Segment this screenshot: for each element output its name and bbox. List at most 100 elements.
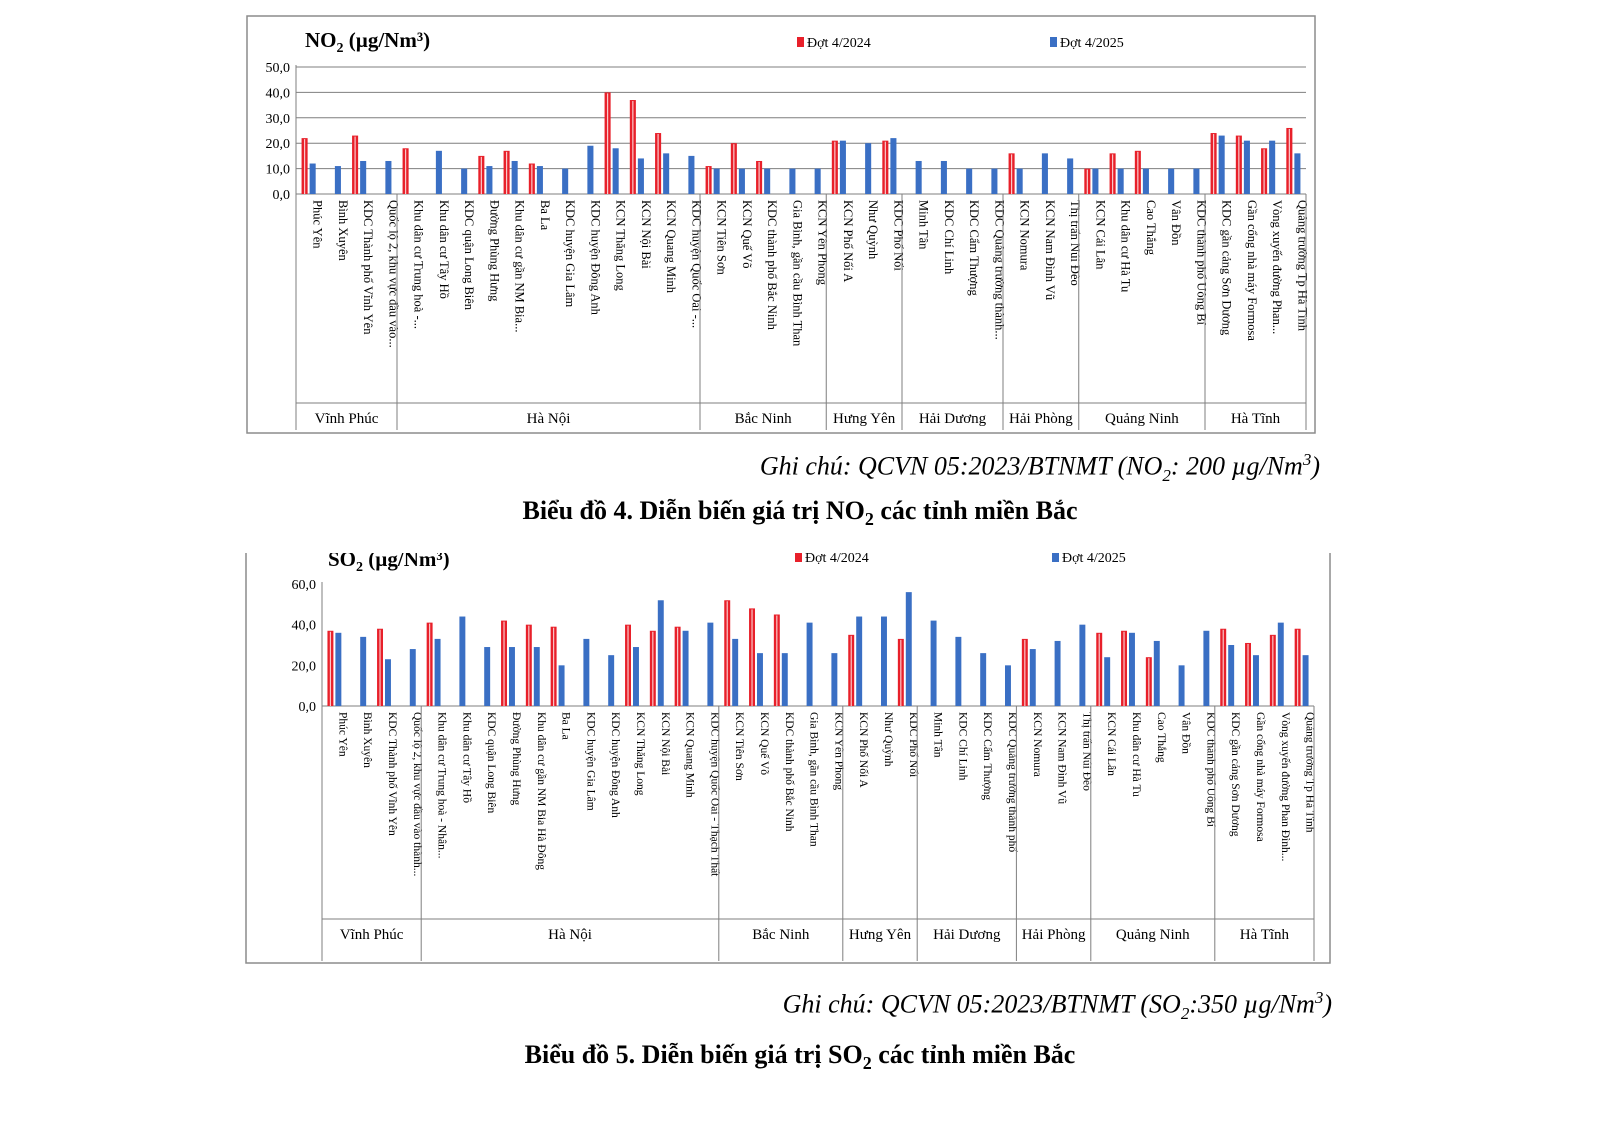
bar-2024-highlight	[429, 623, 431, 706]
bar-2025	[334, 166, 341, 194]
bar-2025	[1277, 622, 1284, 706]
bar-2025	[663, 153, 670, 194]
bar-2024-highlight	[480, 156, 482, 194]
bar-2024-highlight	[726, 601, 728, 706]
y-tick-label: 0,0	[299, 700, 317, 715]
bar-2024-highlight	[528, 625, 530, 706]
bar-2025	[1092, 168, 1099, 194]
category-label: KDC Quảng trường thành phố	[1006, 712, 1019, 852]
bar-2024-highlight	[1297, 629, 1299, 706]
bar-2024-highlight	[1263, 149, 1265, 194]
bar-2024-highlight	[834, 141, 836, 194]
bar-2025	[1054, 640, 1061, 706]
y-tick-label: 40,0	[292, 619, 317, 634]
so2-note: Ghi chú: QCVN 05:2023/BTNMT (SO2:350 µg/…	[782, 988, 1332, 1023]
category-label: KCN Quang Minh	[664, 200, 678, 294]
category-label: KCN Quế Võ	[758, 712, 771, 775]
category-label: Thị trấn Núi Đèo	[1080, 712, 1093, 791]
category-label: Như Quỳnh	[866, 200, 880, 260]
category-label: KDC gần cảng Sơn Dương	[1229, 712, 1242, 837]
bar-2025	[991, 168, 998, 194]
category-label: Như Quỳnh	[882, 712, 894, 767]
category-label: Khu dân cư gần NM Bia Hà Đông	[535, 712, 548, 870]
group-label: Vĩnh Phúc	[340, 927, 404, 943]
bar-2024-highlight	[1148, 658, 1150, 706]
bar-2024-highlight	[1222, 629, 1224, 706]
bar-2025	[385, 659, 391, 706]
bar-2025	[1243, 140, 1250, 194]
category-label: Vân Đồn	[1180, 712, 1193, 754]
no2-chart: NO2 (µg/Nm³) Đợt 4/2024 Đợt 4/2025 0,0 10,0 2…	[246, 15, 1316, 434]
bar-2024-highlight	[503, 621, 505, 706]
bar-2025	[637, 158, 644, 194]
bar-2025	[1253, 655, 1259, 706]
bar-2025	[814, 168, 821, 194]
legend-swatch-2024	[795, 553, 802, 562]
group-label: Hà Nội	[527, 411, 571, 427]
category-label: Đường Phùng Hưng	[487, 200, 501, 302]
bar-2025	[335, 632, 342, 706]
group-label: Hưng Yên	[849, 927, 912, 943]
y-tick-label: 30,0	[266, 112, 291, 127]
bar-2025	[633, 647, 639, 706]
bar-2025	[1117, 168, 1124, 194]
bar-2025	[1302, 655, 1309, 706]
no2-note: Ghi chú: QCVN 05:2023/BTNMT (NO2: 200 µg…	[759, 450, 1320, 485]
so2-caption: Biểu đồ 5. Diễn biến giá trị SO2 các tỉn…	[524, 1040, 1076, 1074]
bar-2024-highlight	[900, 639, 902, 706]
bar-2025	[980, 653, 987, 706]
category-label: KDC Phố Nối	[907, 712, 920, 777]
category-label: Ba La	[538, 200, 552, 231]
category-label: KCN Nội Bài	[659, 712, 671, 775]
bar-2024-highlight	[553, 627, 555, 706]
bar-2024-highlight	[707, 167, 710, 194]
bar-2024-highlight	[652, 631, 654, 706]
legend-label-2025: Đợt 4/2025	[1062, 553, 1126, 566]
bar-2025	[688, 155, 695, 194]
category-label: Khu dân cư Trung hoà - Nhân...	[436, 712, 448, 859]
bar-2025	[409, 649, 416, 706]
category-label: KDC quận Long Biên	[485, 712, 497, 814]
chart-title: NO2 (µg/Nm³)	[305, 28, 430, 56]
category-label: Khu dân cư Trung hoà -...	[412, 200, 426, 329]
bar-2025	[360, 160, 367, 194]
bar-2025	[865, 143, 872, 194]
bar-2025	[536, 166, 543, 194]
category-label: KCN Yên Phong	[832, 712, 844, 790]
y-tick-label: 60,0	[292, 578, 317, 593]
bar-2024-highlight	[627, 625, 629, 706]
category-label: Quảng trường Tp Hà Tĩnh	[1295, 200, 1309, 332]
bar-2025	[915, 160, 922, 194]
bar-2025	[940, 160, 947, 194]
bar-2025	[1218, 135, 1225, 194]
bar-2025	[461, 168, 468, 194]
bar-2025	[1203, 630, 1210, 706]
category-label: KDC huyện Đông Anh	[609, 712, 621, 818]
bar-2025	[360, 636, 367, 706]
bar-2025	[1142, 168, 1149, 194]
category-label: KDC gần cảng Sơn Dương	[1220, 200, 1234, 336]
bar-2024-highlight	[531, 164, 533, 194]
bar-2024-highlight	[677, 627, 679, 706]
category-label: Phúc Yên	[311, 200, 325, 249]
group-label: Quảng Ninh	[1116, 927, 1190, 943]
category-label: KCN Nội Bài	[639, 200, 653, 269]
bar-2025	[435, 150, 442, 194]
category-label: Minh Tân	[932, 712, 944, 758]
bar-2025	[459, 616, 466, 706]
bar-2025	[890, 138, 897, 194]
chart-title: SO2 (µg/Nm³)	[328, 553, 450, 575]
bar-2025	[608, 655, 615, 706]
legend-swatch-2025	[1052, 553, 1059, 562]
bar-2024-highlight	[1024, 639, 1026, 706]
bar-2025	[806, 622, 813, 706]
y-tick-label: 40,0	[266, 86, 291, 101]
category-label: Thị trấn Núi Đèo	[1068, 200, 1082, 286]
category-label: KDC Chí Linh	[942, 200, 956, 275]
bar-2025	[707, 622, 714, 706]
bar-2024-highlight	[505, 151, 508, 194]
category-label: KCN Nomura	[1018, 200, 1032, 271]
bar-2025	[562, 168, 569, 194]
bar-2024-highlight	[632, 101, 634, 194]
category-label: KCN Phố Nối A	[841, 200, 855, 282]
